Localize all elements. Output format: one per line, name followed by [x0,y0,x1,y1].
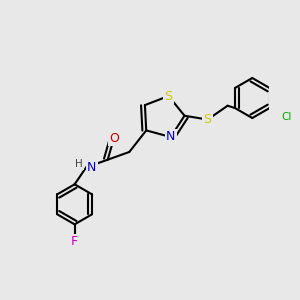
Text: F: F [71,235,78,248]
Text: S: S [204,113,212,126]
Text: N: N [166,130,175,143]
Text: H: H [75,159,83,169]
Text: S: S [165,89,172,103]
Text: Cl: Cl [281,112,292,122]
Text: N: N [87,161,96,174]
Text: O: O [109,132,119,145]
